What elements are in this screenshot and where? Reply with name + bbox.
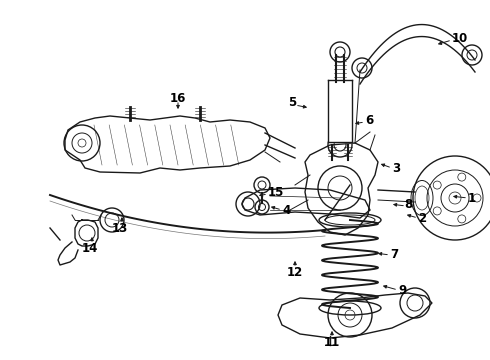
Text: 2: 2	[418, 211, 426, 225]
Text: 16: 16	[170, 91, 186, 104]
Text: 14: 14	[82, 242, 98, 255]
Text: 5: 5	[288, 95, 296, 108]
Text: 9: 9	[398, 284, 406, 297]
Text: 7: 7	[390, 248, 398, 261]
Text: 15: 15	[268, 185, 284, 198]
Text: 4: 4	[282, 203, 290, 216]
Text: 1: 1	[468, 192, 476, 204]
Text: 13: 13	[112, 221, 128, 234]
Text: 10: 10	[452, 31, 468, 45]
Text: 3: 3	[392, 162, 400, 175]
Text: 6: 6	[365, 113, 373, 126]
Text: 12: 12	[287, 266, 303, 279]
Text: 8: 8	[404, 198, 412, 211]
Text: 11: 11	[324, 336, 340, 348]
